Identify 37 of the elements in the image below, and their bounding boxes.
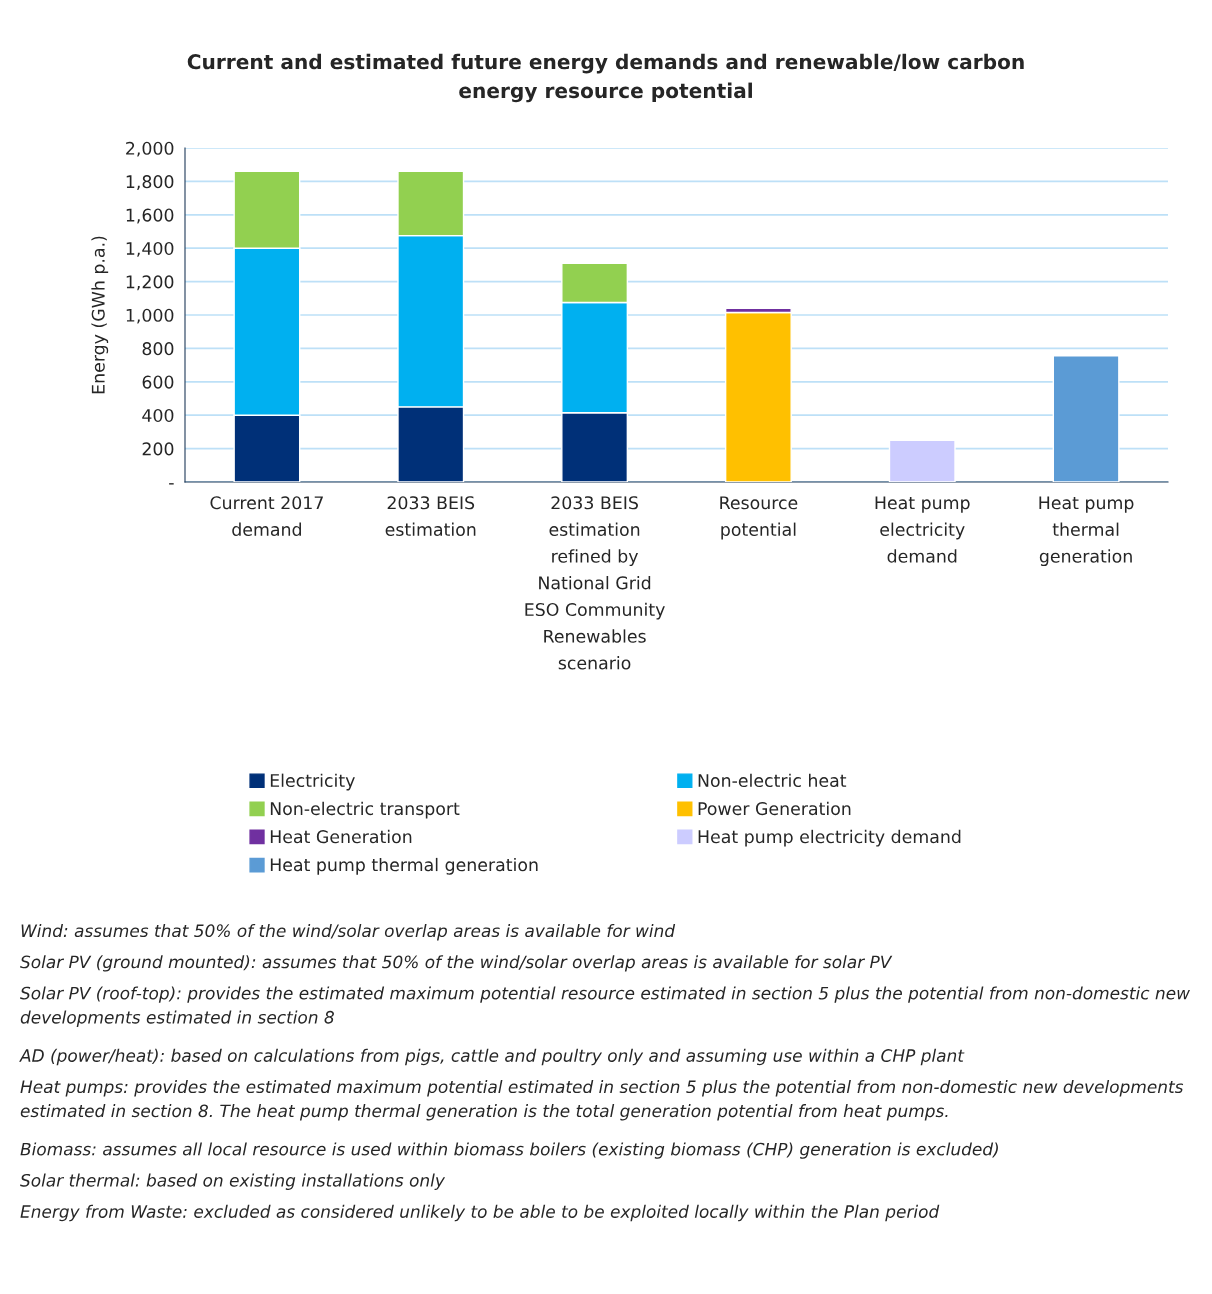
legend-label: Heat pump thermal generation — [270, 857, 538, 875]
text: Solar PV (ground mounted): assumes that 50% of the wind/solar overlap areas is available for solar PV — [20, 955, 893, 972]
x-tick-label: Resource potential — [720, 496, 798, 540]
y-axis-title: Energy (GWh p.a.) — [91, 236, 109, 394]
text: Solar PV (roof-top): provides the estimated maximum potential resource estimated in section 5 plus the potential from non-domestic new developments estimated in section 8 — [20, 986, 1190, 1027]
y-tick-label: 600 — [142, 375, 174, 389]
y-tick-label: 1,600 — [126, 208, 174, 224]
x-tick-label: 2033 BEIS estimation refined by National Grid ESO Community Renewables scenario — [525, 496, 665, 670]
bar — [724, 311, 792, 482]
y-tick-label: 1,400 — [126, 241, 174, 257]
legend-label: Heat pump electricity demand — [698, 829, 961, 847]
text: Heat pumps: provides the estimated maximum potential estimated in section 5 plus the potential from non-domestic new developments estimated in section 8. The heat pump thermal generation is the total generation potential from heat pumps. — [20, 1080, 1184, 1121]
bar — [1052, 355, 1120, 482]
x-tick-label: Heat pump thermal generation — [1039, 496, 1134, 567]
legend-label: Heat Generation — [270, 829, 412, 844]
y-tick-label: 200 — [142, 442, 174, 456]
y-tick-label: 1,200 — [126, 275, 174, 291]
text: Solar thermal: based on existing installations only — [20, 1173, 446, 1190]
y-tick-label: 400 — [142, 408, 174, 423]
x-tick-label: Current 2017 demand — [210, 496, 323, 537]
x-tick-label: Heat pump electricity demand — [875, 496, 970, 563]
y-tick-label: 800 — [142, 342, 174, 356]
text: AD (power/heat): based on calculations from pigs, cattle and poultry only and assuming use within a CHP plant — [19, 1048, 965, 1066]
legend-label: Non-electric heat — [698, 773, 847, 788]
legend-label: Electricity — [270, 773, 355, 791]
x-tick-label: 2033 BEIS estimation — [385, 496, 476, 537]
text: Energy from Waste: excluded as considered unlikely to be able to be exploited locally within the Plan period — [20, 1204, 940, 1222]
y-tick-label: 1,800 — [126, 175, 174, 191]
text: Wind: assumes that 50% of the wind/solar overlap areas is available for wind — [21, 924, 676, 941]
text: Biomass: assumes all local resource is used within biomass boilers (existing biomass (CHP) generation is excluded) — [20, 1142, 998, 1159]
legend-label: Non-electric transport — [270, 801, 460, 819]
legend-label: Power Generation — [698, 801, 851, 816]
y-tick-label: 2,000 — [126, 141, 174, 157]
y-tick-label: - — [169, 483, 174, 485]
chart-title: Current and estimated future energy demands and renewable/low carbon energy resource potential — [187, 53, 1024, 103]
y-tick-label: 1,000 — [126, 308, 174, 324]
bar — [888, 439, 956, 482]
